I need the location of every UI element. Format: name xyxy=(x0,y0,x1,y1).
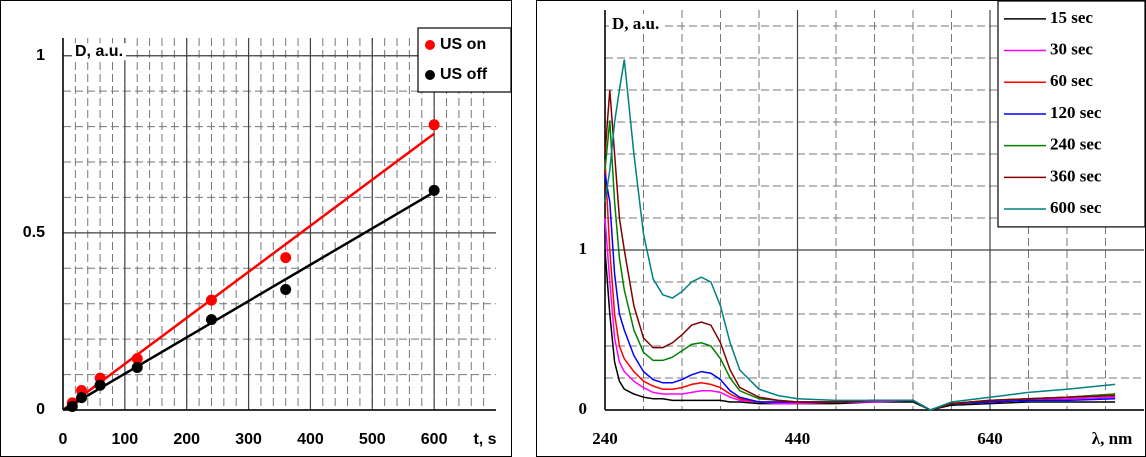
x-tick-label: 240 xyxy=(592,429,618,448)
point xyxy=(131,361,143,373)
point xyxy=(66,400,78,412)
line xyxy=(604,59,1116,411)
x-tick-label: 0 xyxy=(59,431,68,448)
point xyxy=(280,252,292,264)
x-tick-label: 200 xyxy=(173,431,200,448)
legend-marker xyxy=(425,40,435,50)
x-tick-label: 100 xyxy=(112,431,139,448)
x-axis-label: λ, nm xyxy=(1092,429,1132,448)
chart-left: 0 100 200 300 400 500 600 0 0.5 1 D, a.u. t, s US on… xyxy=(23,27,512,449)
label-backdrop xyxy=(470,431,500,449)
point xyxy=(76,392,88,404)
x-tick-label: 400 xyxy=(297,431,324,448)
label-backdrop xyxy=(72,43,127,61)
x-axis-label: t, s xyxy=(473,431,496,448)
legend-label: 240 sec xyxy=(1050,135,1102,154)
legend-box xyxy=(417,27,512,93)
x-tick-label: 600 xyxy=(421,431,448,448)
trend-line xyxy=(62,191,435,412)
x-tick-label: 300 xyxy=(235,431,262,448)
legend-label: US on xyxy=(440,36,486,53)
y-axis-label: D, a.u. xyxy=(75,43,123,60)
legend-label: 120 sec xyxy=(1050,103,1102,122)
point xyxy=(428,184,440,196)
trend-line xyxy=(62,132,435,412)
chart-right: 240 440 640 0 1 D, a.u. λ, nm 15 sec 30 sec 60 se… xyxy=(579,0,1146,448)
point xyxy=(280,284,292,296)
legend-label: 30 sec xyxy=(1050,39,1093,58)
point xyxy=(205,294,217,306)
point xyxy=(131,353,143,365)
x-tick-label: 500 xyxy=(359,431,386,448)
legend-label: 360 sec xyxy=(1050,166,1102,185)
legend-label: 600 sec xyxy=(1050,198,1102,217)
y-tick-label: 0 xyxy=(579,399,588,418)
legend-marker xyxy=(425,70,435,80)
point xyxy=(94,379,106,391)
y-axis-label: D, a.u. xyxy=(612,14,659,33)
x-tick-label: 640 xyxy=(977,429,1003,448)
y-tick-label: 0 xyxy=(36,401,45,418)
legend-label: 60 sec xyxy=(1050,71,1093,90)
label-backdrop xyxy=(609,13,663,33)
x-tick-label: 440 xyxy=(785,429,811,448)
label-backdrop xyxy=(1088,428,1136,448)
y-tick-label: 0.5 xyxy=(23,224,45,241)
y-tick-label: 1 xyxy=(36,47,45,64)
point xyxy=(205,314,217,326)
point xyxy=(428,119,440,131)
legend-label: US off xyxy=(440,66,488,83)
legend-label: 15 sec xyxy=(1050,8,1093,27)
y-tick-label: 1 xyxy=(579,239,588,258)
